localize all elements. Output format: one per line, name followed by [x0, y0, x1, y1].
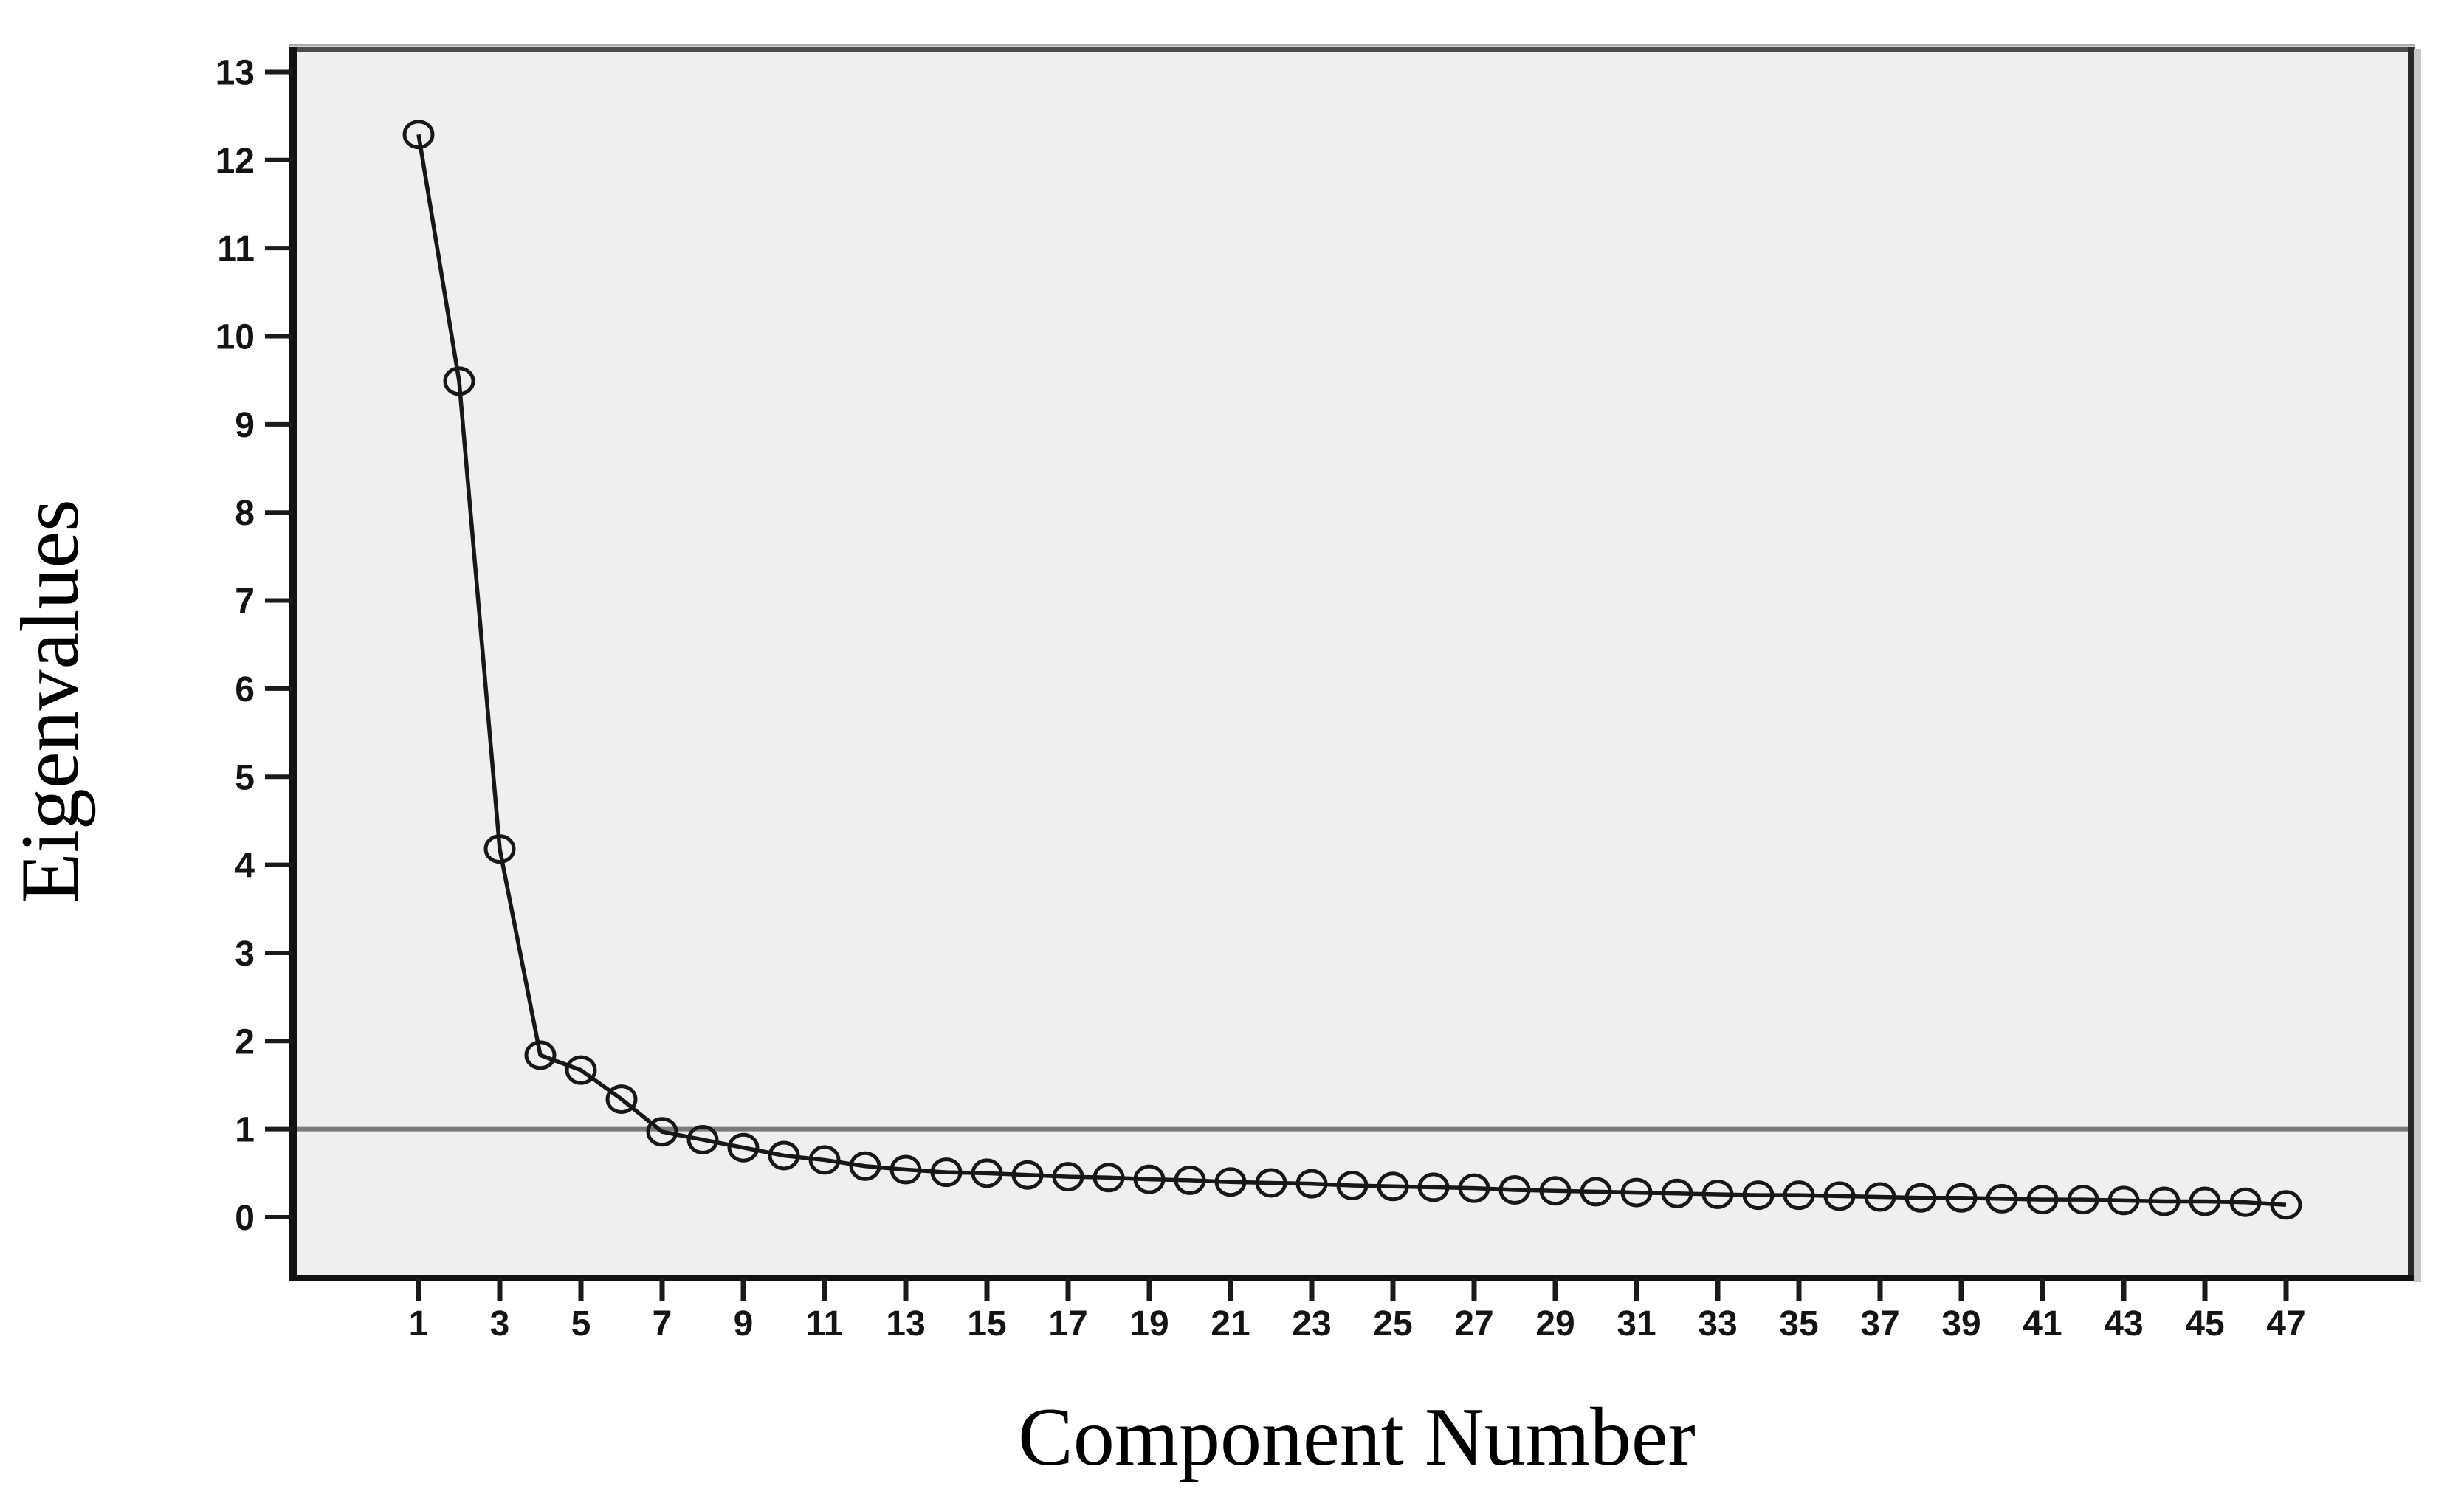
- x-tick-label: 47: [2266, 1304, 2305, 1343]
- plot-area-background: [293, 49, 2409, 1278]
- y-tick-label: 1: [235, 1111, 255, 1150]
- y-axis-title: Eigenvalues: [4, 499, 96, 903]
- y-tick-label: 9: [235, 406, 255, 445]
- data-point-marker: [808, 1145, 841, 1175]
- data-point-marker: [1336, 1171, 1369, 1201]
- data-point-marker: [849, 1151, 881, 1181]
- data-point-markers: [402, 120, 2302, 1220]
- data-point-marker: [2026, 1185, 2059, 1215]
- data-point-marker: [605, 1084, 638, 1115]
- x-tick-label: 21: [1211, 1304, 1250, 1343]
- data-point-marker: [1214, 1167, 1247, 1197]
- y-tick-label: 12: [216, 142, 255, 181]
- data-point-marker: [1783, 1180, 1815, 1211]
- data-point-marker: [889, 1154, 922, 1185]
- y-tick-label: 7: [235, 582, 255, 622]
- data-point-marker: [1133, 1164, 1166, 1194]
- data-point-marker: [1052, 1162, 1084, 1192]
- x-tick-label: 31: [1617, 1304, 1656, 1343]
- data-point-marker: [565, 1055, 597, 1085]
- x-tick-label: 19: [1129, 1304, 1169, 1343]
- data-point-marker: [1011, 1160, 1044, 1190]
- data-point-marker: [1092, 1163, 1125, 1193]
- x-tick-label: 9: [734, 1304, 754, 1343]
- data-point-marker: [443, 366, 475, 396]
- data-point-marker: [1823, 1181, 1856, 1211]
- data-point-marker: [1295, 1169, 1328, 1199]
- x-tick-label: 1: [409, 1304, 429, 1343]
- data-point-marker: [402, 120, 435, 150]
- x-tick-label: 3: [490, 1304, 510, 1343]
- x-tick-label: 7: [653, 1304, 672, 1343]
- data-point-marker: [1904, 1183, 1937, 1213]
- data-point-marker: [686, 1124, 719, 1154]
- x-tick-label: 41: [2023, 1304, 2062, 1343]
- y-tick-label: 3: [235, 935, 255, 974]
- x-tick-label: 15: [967, 1304, 1006, 1343]
- y-tick-label: 4: [235, 847, 255, 886]
- x-tick-label: 45: [2185, 1304, 2224, 1343]
- data-point-marker: [727, 1132, 760, 1163]
- x-tick-label: 43: [2104, 1304, 2143, 1343]
- data-point-marker: [646, 1117, 678, 1147]
- y-tick-label: 8: [235, 494, 255, 533]
- y-tick-label: 2: [235, 1022, 255, 1061]
- data-point-marker: [971, 1158, 1003, 1188]
- y-tick-label: 10: [216, 318, 255, 357]
- x-tick-label: 29: [1535, 1304, 1575, 1343]
- data-point-marker: [2148, 1186, 2181, 1216]
- x-tick-label: 23: [1292, 1304, 1331, 1343]
- data-point-marker: [1661, 1178, 1693, 1208]
- x-axis-ticks: 1 3 5 7 9 11 13 15 17 19 21 23 25 27 29 31 33 35 37 39 41 43 4…: [409, 1278, 2306, 1343]
- data-point-marker: [2189, 1186, 2221, 1216]
- data-point-marker: [930, 1157, 963, 1188]
- y-tick-label: 0: [235, 1199, 255, 1238]
- plot-frame: [289, 44, 2421, 1282]
- data-point-marker: [524, 1040, 557, 1070]
- data-point-marker: [1174, 1165, 1206, 1195]
- data-point-marker: [1539, 1176, 1572, 1206]
- y-tick-label: 6: [235, 670, 255, 709]
- x-tick-label: 17: [1048, 1304, 1087, 1343]
- data-point-marker: [1620, 1177, 1653, 1208]
- data-point-marker: [1986, 1183, 2018, 1214]
- data-point-marker: [1742, 1180, 1775, 1211]
- x-tick-label: 37: [1860, 1304, 1899, 1343]
- x-tick-label: 39: [1941, 1304, 1981, 1343]
- x-tick-label: 5: [571, 1304, 591, 1343]
- data-point-marker: [768, 1140, 800, 1171]
- y-tick-label: 11: [217, 230, 255, 269]
- x-tick-label: 13: [886, 1304, 925, 1343]
- x-tick-label: 11: [806, 1304, 844, 1343]
- x-tick-label: 25: [1373, 1304, 1412, 1343]
- data-point-marker: [2067, 1185, 2099, 1215]
- data-point-marker: [1255, 1168, 1287, 1198]
- x-axis-title: Component Number: [1018, 1391, 1696, 1483]
- data-point-marker: [1458, 1173, 1490, 1203]
- data-point-marker: [1864, 1182, 1896, 1212]
- data-point-marker: [2229, 1187, 2262, 1217]
- data-point-marker: [2270, 1190, 2302, 1220]
- data-point-marker: [1498, 1175, 1531, 1205]
- data-point-marker: [1580, 1177, 1612, 1207]
- y-tick-label: 5: [235, 758, 255, 797]
- x-tick-label: 33: [1698, 1304, 1737, 1343]
- data-point-marker: [1945, 1183, 1978, 1213]
- y-tick-label: 13: [216, 53, 255, 92]
- data-point-marker: [2107, 1185, 2140, 1216]
- data-point-marker: [1701, 1179, 1734, 1209]
- data-point-marker: [483, 834, 516, 864]
- data-point-marker: [1417, 1172, 1450, 1202]
- x-tick-label: 35: [1779, 1304, 1818, 1343]
- x-tick-label: 27: [1454, 1304, 1493, 1343]
- data-point-marker: [1377, 1171, 1409, 1202]
